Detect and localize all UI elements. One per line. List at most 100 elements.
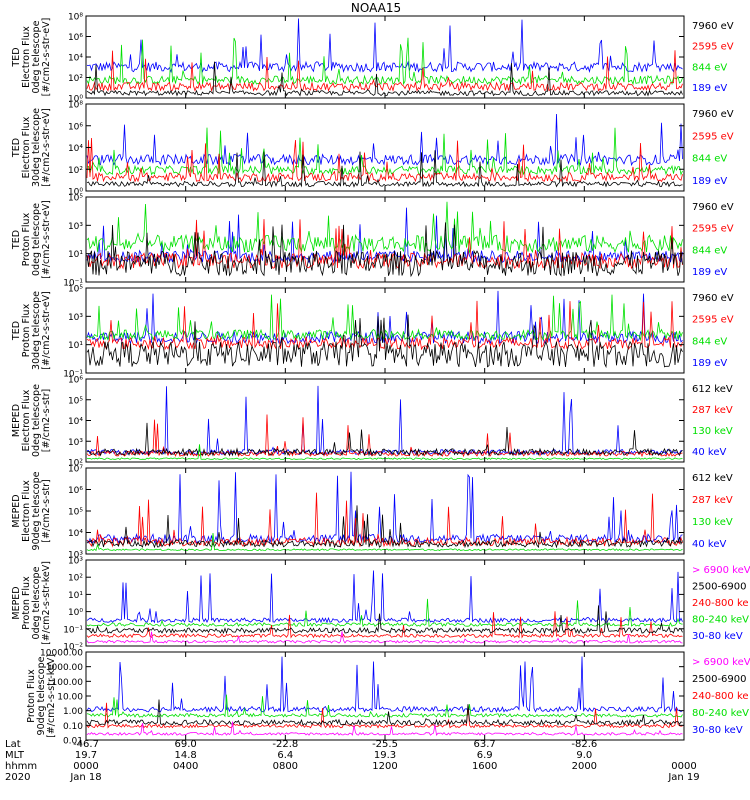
ytick-label: 1000.00 <box>46 663 83 673</box>
series-red <box>86 50 683 93</box>
panel-4: 10⁻¹ 10¹ 10³ 10⁵ TED Proton Flux 30deg telesco… <box>11 285 734 380</box>
series-green <box>86 37 683 86</box>
ylabel-line: [#/cm2-s-str-keV] <box>46 654 57 738</box>
ylabel-line: 90deg telescope <box>31 471 42 550</box>
series-red <box>86 414 683 458</box>
ylabel-line: MEPED <box>11 494 22 527</box>
ylabel-line: MEPED <box>11 404 22 437</box>
series-black <box>86 222 683 278</box>
axis-row-value: -82.6 <box>571 739 597 750</box>
legend-entry: 189 eV <box>692 358 727 369</box>
ytick-label: 10⁰ <box>68 608 83 618</box>
series-blue <box>86 113 683 167</box>
ytick-label: 10⁵ <box>68 194 83 204</box>
ytick-label: 10² <box>68 74 83 84</box>
ylabel-line: TED <box>11 47 22 67</box>
legend-entry: 612 keV <box>692 473 733 484</box>
series-black <box>86 150 683 188</box>
ytick-label: 10¹ <box>68 250 83 260</box>
legend-entry: 612 keV <box>692 384 733 395</box>
axis-row-label: 2020 <box>5 772 30 783</box>
ytick-label: 10³ <box>68 222 83 232</box>
axis-row-value: 6.9 <box>477 750 493 761</box>
plot-frame <box>85 378 685 463</box>
legend-entry: 240-800 ke <box>692 598 749 609</box>
axis-row-value: -46.7 <box>73 739 99 750</box>
ytick-label: 0.10 <box>63 722 83 732</box>
ytick-label: 10³ <box>68 551 83 561</box>
ytick-label: 10000.00 <box>40 649 83 659</box>
axis-row-value: -22.8 <box>272 739 298 750</box>
legend-entry: 2500-6900 <box>692 674 747 685</box>
panel-3: 10⁻¹ 10¹ 10³ 10⁵ TED Proton Flux 0deg telescop… <box>11 194 734 289</box>
legend-entry: 287 keV <box>692 495 733 506</box>
ytick-label: 10⁶ <box>68 122 83 132</box>
legend-entry: 7960 eV <box>692 202 734 213</box>
ylabel-line: [#/cm2-s-str-eV] <box>41 291 52 370</box>
ylabel-line: [#/cm2-s-str] <box>41 479 52 542</box>
ytick-label: 10⁸ <box>68 13 83 23</box>
ytick-label: 10⁻¹ <box>63 279 83 289</box>
ytick-label: 10.00 <box>57 693 83 703</box>
ylabel-line: MEPED <box>11 586 22 619</box>
series-group <box>86 290 683 369</box>
series-group <box>86 201 683 278</box>
ytick-label: 100.00 <box>52 678 84 688</box>
ylabel-line: Proton Flux <box>21 303 32 357</box>
series-blue <box>86 656 683 713</box>
ytick-label: 10⁸ <box>68 101 83 111</box>
series-red <box>86 611 683 639</box>
legend-entry: 844 eV <box>692 154 727 165</box>
axis-row-value: -25.5 <box>372 739 398 750</box>
ylabel-line: [#/cm2-s-str] <box>41 389 52 452</box>
panel-7: 10⁻² 10⁻¹ 10⁰ 10¹ 10² 10³ MEPED Proton Flux 0deg… <box>11 557 750 653</box>
ytick-label: 10⁴ <box>68 417 83 427</box>
plot-frame <box>85 103 685 192</box>
legend-entry: 2595 eV <box>692 131 734 142</box>
ylabel-line: 0deg telescope <box>31 384 42 457</box>
axis-row-value: 19.3 <box>374 750 396 761</box>
legend-entry: 30-80 keV <box>692 725 743 736</box>
ytick-label: 10⁴ <box>68 529 83 539</box>
axis-row-value: 0400 <box>173 761 198 772</box>
legend-entry: > 6900 keV <box>692 565 750 576</box>
ylabel-line: TED <box>11 138 22 158</box>
ytick-label: 10² <box>68 166 83 176</box>
axis-row-value: 63.7 <box>474 739 496 750</box>
legend-entry: 287 keV <box>692 405 733 416</box>
series-blue <box>86 471 683 544</box>
ytick-label: 10⁻¹ <box>63 370 83 380</box>
series-red <box>86 492 683 548</box>
legend-entry: 130 keV <box>692 517 733 528</box>
axis-row-value: 14.8 <box>175 750 197 761</box>
ytick-label: 1.00 <box>63 707 83 717</box>
ytick-label: 10⁶ <box>68 33 83 43</box>
figure-title: NOAA15 <box>351 1 401 15</box>
ylabel-line: Electron Flux <box>21 116 32 178</box>
panel-5: 10² 10³ 10⁴ 10⁵ 10⁶ MEPED Electron Flux 0deg te… <box>11 376 733 469</box>
ytick-label: 10² <box>68 459 83 469</box>
ylabel-line: Electron Flux <box>21 26 32 88</box>
series-black <box>86 505 683 549</box>
axis-row-value: 9.0 <box>576 750 592 761</box>
legend-entry: 80-240 keV <box>692 708 749 719</box>
ytick-label: 10¹ <box>68 341 83 351</box>
axis-row-value: 69.0 <box>175 739 197 750</box>
legend-entry: > 6900 keV <box>692 657 750 668</box>
ylabel-line: Proton Flux <box>21 576 32 630</box>
axis-row-label: Lat <box>5 739 21 750</box>
ytick-label: 10⁴ <box>68 54 83 64</box>
series-black <box>86 605 683 635</box>
legend-entry: 2500-6900 <box>692 582 747 593</box>
series-blue <box>86 18 683 74</box>
time-axis: Lat -46.7 69.0 -22.8 -25.5 63.7 -82.6 MLT 19.7 14… <box>5 739 700 783</box>
legend-entry: 7960 eV <box>692 21 734 32</box>
axis-row-value: 19.7 <box>75 750 97 761</box>
series-red <box>86 137 683 183</box>
ytick-label: 10⁰ <box>68 188 83 198</box>
ylabel-line: [#/cm2-s-str-eV] <box>41 108 52 187</box>
ytick-label: 10³ <box>68 313 83 323</box>
ylabel-line: 0deg telescope <box>31 566 42 639</box>
